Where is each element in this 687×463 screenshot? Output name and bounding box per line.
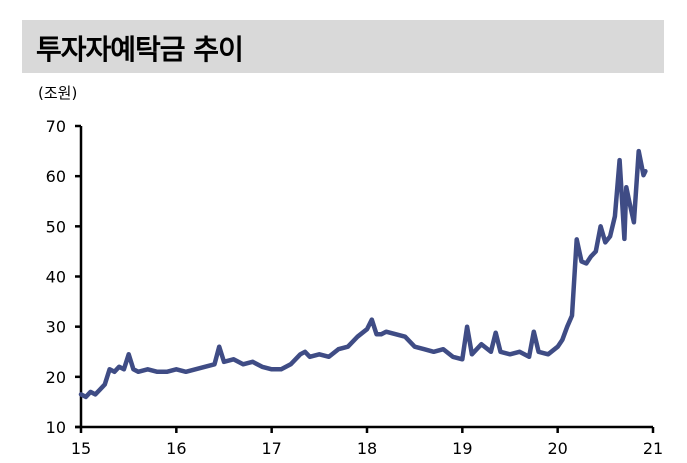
deposit-trend-line: [78, 148, 648, 400]
x-axis: 15 16 17 18 19 20 21: [71, 425, 663, 458]
x-tick-label: 20: [547, 439, 567, 458]
chart-title: 투자자예탁금 추이: [36, 33, 244, 66]
y-tick-label: 70: [46, 117, 66, 136]
x-tick-label: 19: [452, 439, 472, 458]
y-tick-label: 40: [46, 268, 66, 287]
y-tick-label: 10: [46, 418, 66, 437]
y-tick-label: 30: [46, 318, 66, 337]
y-axis-unit-label: (조원): [38, 84, 78, 102]
y-tick-label: 50: [46, 217, 66, 236]
x-tick-label: 17: [261, 439, 281, 458]
chart-title-bar: 투자자예탁금 추이: [22, 20, 664, 73]
x-tick-label: 18: [357, 439, 377, 458]
y-tick-label: 20: [46, 368, 66, 387]
x-tick-label: 21: [643, 439, 663, 458]
x-tick-label: 15: [71, 439, 91, 458]
y-axis: 10 20 30 40 50 60 70: [46, 117, 83, 437]
x-tick-label: 16: [166, 439, 186, 458]
y-tick-label: 60: [46, 167, 66, 186]
